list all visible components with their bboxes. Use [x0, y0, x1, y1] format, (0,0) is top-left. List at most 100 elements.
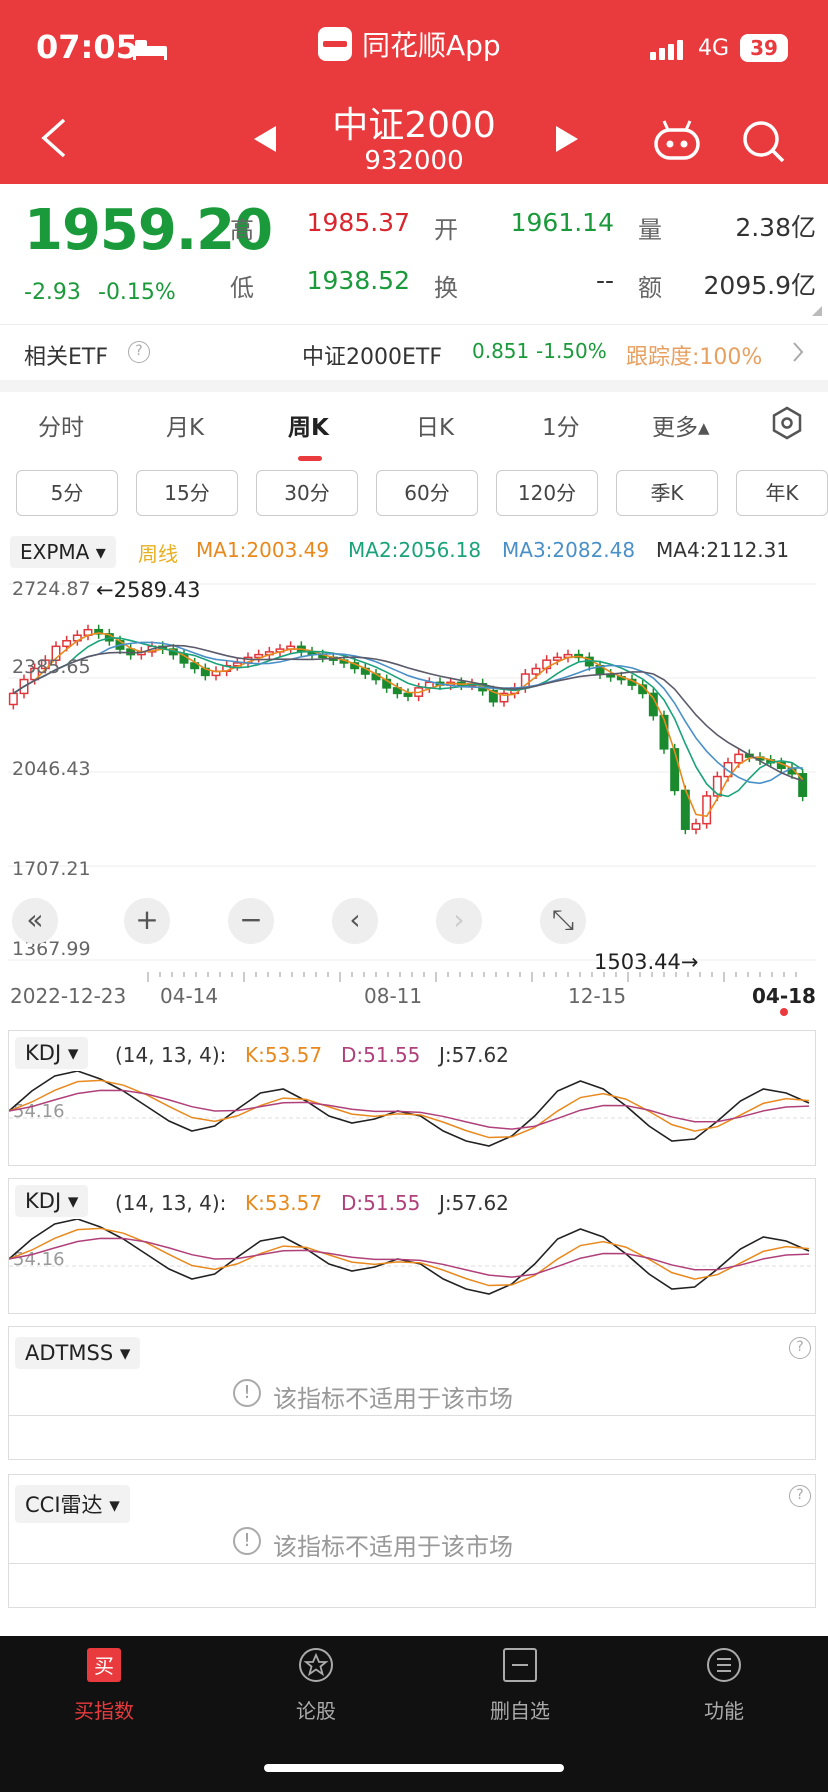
volume-label: 量 [638, 216, 662, 244]
related-etf-row[interactable]: 相关ETF ? 中证2000ETF 0.851 -1.50% 跟踪度:100% [0, 324, 828, 380]
kdj-panel-1[interactable]: KDJ ▾ (14, 13, 4): K:53.57 D:51.55 J:57.… [8, 1030, 816, 1166]
candle [499, 688, 509, 707]
period-quarterly[interactable]: 季K [616, 470, 718, 516]
candle [563, 649, 573, 663]
related-etf-label: 相关ETF [24, 345, 108, 370]
nav-functions[interactable]: 功能 [644, 1636, 804, 1724]
candle-body [51, 645, 61, 661]
page-title: 中证2000 [332, 105, 496, 146]
period-120min[interactable]: 120分 [496, 470, 598, 516]
help-icon[interactable]: ? [128, 341, 150, 363]
candle [371, 669, 381, 685]
candle [488, 685, 498, 707]
candle-body [723, 761, 733, 778]
tab-daily[interactable]: 日K [416, 415, 455, 441]
scroll-right-button[interactable]: › [436, 898, 482, 944]
next-stock-icon[interactable] [554, 124, 580, 154]
candle-body [798, 773, 808, 797]
candle [360, 663, 370, 680]
tab-intraday[interactable]: 分时 [38, 415, 84, 441]
scroll-left-button[interactable]: ‹ [332, 898, 378, 944]
candlestick-chart[interactable] [8, 530, 816, 1010]
nav-forum[interactable]: 论股 [236, 1636, 396, 1724]
info-icon: ! [233, 1379, 261, 1407]
zoom-in-button[interactable]: + [124, 898, 170, 944]
zoom-out-button[interactable]: − [228, 898, 274, 944]
candle [552, 652, 562, 666]
y-label-2: 2385.65 [12, 656, 91, 678]
kdj-d-line [9, 1089, 810, 1130]
cci-msg: 该指标不适用于该市场 [273, 1533, 513, 1561]
legend-ma3: MA3:2082.48 [502, 538, 636, 562]
current-price: 1959.20 [24, 198, 273, 263]
kdj-params: (14, 13, 4): [115, 1043, 227, 1067]
etf-name: 中证2000ETF [302, 345, 442, 370]
candle-body [552, 656, 562, 661]
rewind-button[interactable]: « [12, 898, 58, 944]
kdj-d-line [9, 1237, 810, 1278]
candle-body [531, 667, 541, 675]
kdj-k-line [9, 1227, 810, 1287]
buy-icon: 买 [87, 1648, 121, 1682]
kdj-params: (14, 13, 4): [115, 1191, 227, 1215]
main-indicator-select[interactable]: EXPMA ▾ [10, 536, 116, 568]
candle [403, 688, 413, 702]
tab-weekly[interactable]: 周K [288, 415, 329, 441]
adtmss-select[interactable]: ADTMSS ▾ [15, 1337, 141, 1369]
main-indicator-label: EXPMA [20, 540, 90, 564]
kdj-k-line [9, 1079, 810, 1139]
settings-hex-icon[interactable] [770, 406, 804, 440]
candle [307, 646, 317, 660]
y-label-4: 1707.21 [12, 858, 91, 880]
ma4-line [12, 644, 803, 782]
help-icon[interactable]: ? [789, 1337, 811, 1359]
prev-stock-icon[interactable] [252, 124, 278, 154]
kdj-level: 54.16 [13, 1101, 65, 1122]
legend-ma2: MA2:2056.18 [348, 538, 482, 562]
expand-corner-icon[interactable] [812, 306, 822, 316]
candle-body [62, 640, 72, 648]
robot-assistant-icon[interactable] [652, 118, 702, 162]
cci-select[interactable]: CCI雷达 ▾ [15, 1485, 130, 1523]
kdj-d: D:51.55 [341, 1191, 421, 1215]
status-time: 07:05 [36, 28, 138, 66]
tab-monthly[interactable]: 月K [166, 415, 205, 441]
fullscreen-button[interactable]: ⤡ [540, 898, 586, 944]
kdj-j: J:57.62 [439, 1043, 509, 1067]
kdj-chart-1 [9, 1071, 815, 1147]
candle [83, 624, 93, 641]
nav-remove-watchlist[interactable]: 删自选 [440, 1636, 600, 1724]
candle [702, 790, 712, 829]
kdj-select-1[interactable]: KDJ ▾ [15, 1037, 89, 1069]
candle-body [691, 822, 701, 830]
legend-ma4: MA4:2112.31 [656, 538, 790, 562]
period-yearly[interactable]: 年K [736, 470, 828, 516]
kdj-panel-2[interactable]: KDJ ▾ (14, 13, 4): K:53.57 D:51.55 J:57.… [8, 1178, 816, 1314]
nav-buy-index[interactable]: 买 买指数 [24, 1636, 184, 1724]
star-badge-icon [299, 1648, 333, 1682]
period-5min[interactable]: 5分 [16, 470, 118, 516]
kdj-j-line [9, 1071, 810, 1147]
low-value: 1938.52 [306, 266, 410, 295]
period-15min[interactable]: 15分 [136, 470, 238, 516]
kdj-label: KDJ [25, 1041, 62, 1065]
tab-more[interactable]: 更多▴ [652, 415, 710, 441]
kdj-select-2[interactable]: KDJ ▾ [15, 1185, 89, 1217]
candle-body [734, 753, 744, 764]
stock-code: 932000 [364, 146, 464, 176]
back-icon[interactable] [40, 118, 68, 158]
active-tab-indicator [298, 456, 322, 461]
candle [51, 641, 61, 666]
y-label-max: 2724.87 [12, 578, 91, 600]
tab-1min[interactable]: 1分 [542, 415, 580, 441]
help-icon[interactable]: ? [789, 1485, 811, 1507]
legend-line: 周线 [138, 542, 178, 566]
period-60min[interactable]: 60分 [376, 470, 478, 516]
nav-label: 买指数 [74, 1699, 134, 1723]
amount-label: 额 [638, 274, 662, 302]
amount-value: 2095.9亿 [703, 271, 816, 300]
period-30min[interactable]: 30分 [256, 470, 358, 516]
adtmss-panel: ADTMSS ▾ ? ! 该指标不适用于该市场 [8, 1326, 816, 1460]
kdj-d: D:51.55 [341, 1043, 421, 1067]
search-icon[interactable] [740, 118, 786, 164]
